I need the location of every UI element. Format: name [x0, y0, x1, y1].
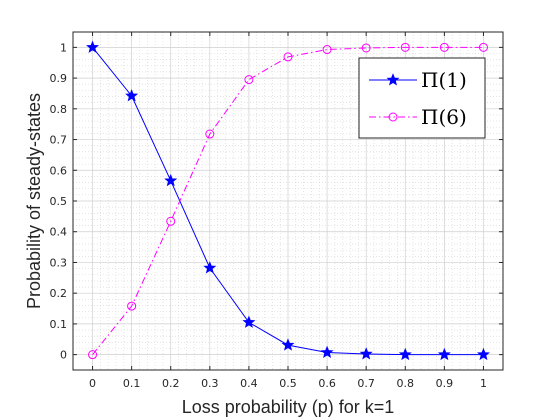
legend-entry: Π(1) [369, 68, 467, 92]
star-marker [242, 315, 256, 328]
x-tick-label: 0.8 [397, 377, 415, 390]
star-marker [320, 345, 334, 359]
y-tick-label: 0.3 [50, 256, 68, 269]
axes: 0 0.1 0.2 0.3 0.4 0.5 0.6 0.7 0.8 0.9 1 0 0.1 0.2 0.3 0… [50, 31, 504, 390]
y-tick-label: 0.4 [50, 226, 68, 239]
x-tick-label: 0.7 [357, 377, 375, 390]
y-tick-label: 0.5 [50, 195, 68, 208]
legend-label: Π(6) [421, 105, 467, 129]
star-marker [386, 73, 400, 86]
legend-entry: Π(6) [369, 105, 467, 129]
circle-marker [166, 216, 176, 226]
x-tick-label: 0.9 [436, 377, 454, 390]
y-tick-label: 0.2 [50, 287, 68, 300]
circle-marker [283, 52, 293, 62]
x-tick-label: 0.4 [240, 377, 258, 390]
circle-marker [478, 42, 488, 52]
star-marker [86, 40, 100, 53]
circle-marker [388, 112, 398, 122]
circle-marker [205, 129, 215, 139]
y-tick-label: 0 [60, 349, 67, 362]
x-tick-label: 0.6 [318, 377, 336, 390]
y-axis-title: Probability of steady-states [24, 93, 44, 309]
circle-marker [400, 42, 410, 52]
star-marker [281, 338, 295, 351]
legend: Π(1) Π(6) [358, 57, 486, 139]
circle-marker [439, 42, 449, 52]
x-tick-label: 1 [480, 377, 487, 390]
star-marker [164, 173, 178, 187]
star-marker [476, 347, 490, 361]
x-tick-label: 0 [89, 377, 96, 390]
series-line [92, 46, 484, 355]
series-2 [88, 42, 488, 360]
y-tick-label: 0.7 [50, 134, 68, 147]
star-marker [398, 347, 412, 361]
x-tick-label: 0.2 [162, 377, 180, 390]
star-marker [359, 347, 373, 360]
circle-marker [88, 350, 98, 360]
circle-marker [322, 45, 332, 55]
x-axis-title: Loss probability (p) for k=1 [182, 397, 395, 417]
y-tick-label: 0.1 [50, 318, 68, 331]
x-tick-label: 0.5 [279, 377, 297, 390]
y-tick-label: 1 [60, 41, 67, 54]
y-tick-label: 0.8 [50, 103, 68, 116]
x-tick-label: 0.1 [123, 377, 141, 390]
data-series [86, 40, 490, 361]
star-marker [203, 261, 217, 274]
circle-marker [127, 301, 137, 311]
star-marker [125, 89, 139, 102]
legend-label: Π(1) [421, 68, 467, 92]
y-tick-label: 0.9 [50, 72, 68, 85]
series-1 [86, 40, 490, 361]
legend-box [358, 57, 486, 139]
circle-marker [361, 43, 371, 53]
circle-marker [244, 75, 254, 85]
y-tick-label: 0.6 [50, 164, 68, 177]
star-marker [437, 347, 451, 361]
x-tick-label: 0.3 [201, 377, 219, 390]
